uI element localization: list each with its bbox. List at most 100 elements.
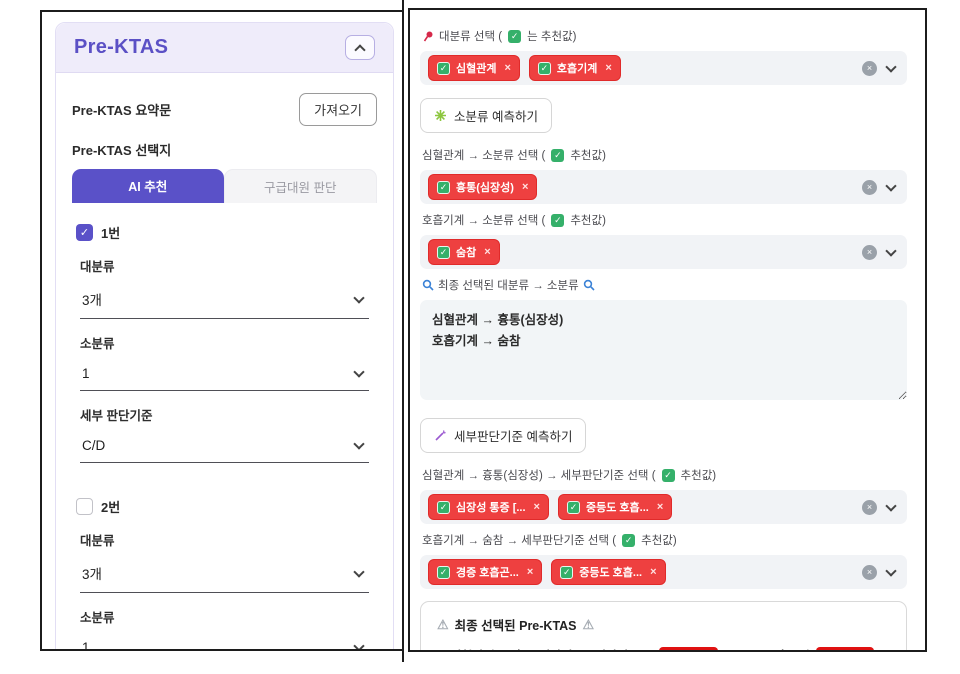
panel-divider <box>402 0 404 662</box>
remove-tag-icon[interactable]: × <box>650 566 657 578</box>
label-text: 최종 선택된 대분류 → 소분류 <box>438 280 579 292</box>
label-text: 심혈관계 → 흉통(심장성) → 세부판단기준 선택 ( <box>422 470 656 482</box>
button-label: 소분류 예측하기 <box>454 110 538 124</box>
label-text: 심혈관계 → 소분류 선택 ( <box>422 150 546 162</box>
field-label: 대분류 <box>80 260 115 274</box>
predict-subcategory-button[interactable]: 소분류 예측하기 <box>420 98 552 133</box>
major-select-label: 대분류 선택 ( ✓ 는 추천값) <box>422 28 905 44</box>
chevron-down-icon[interactable] <box>885 499 897 512</box>
pushpin-icon <box>422 30 435 43</box>
magnifier-icon <box>422 279 434 291</box>
warning-icon: ⚠ <box>582 616 595 632</box>
label-text: 추천값) <box>570 150 606 162</box>
chevron-down-icon <box>353 291 365 304</box>
final-selection-textarea[interactable]: 심혈관계 → 흉통(심장성) 호흡기계 → 숨참 <box>420 300 907 400</box>
pre-ktas-card: Pre-KTAS Pre-KTAS 요약문 가져오기 Pre-KTAS 선택지 … <box>55 22 394 649</box>
field-value: 3개 <box>82 293 102 308</box>
tag-label: 호흡기계 <box>556 63 598 75</box>
clear-all-icon[interactable]: × <box>862 179 877 195</box>
result-title: 최종 선택된 Pre-KTAS <box>454 619 577 633</box>
remove-tag-icon[interactable]: × <box>605 62 612 74</box>
chevron-down-icon[interactable] <box>885 60 897 73</box>
summary-label: Pre-KTAS 요약문 <box>72 103 172 118</box>
clear-all-icon[interactable]: × <box>862 60 877 76</box>
field-label: 대분류 <box>80 534 115 548</box>
remove-tag-icon[interactable]: × <box>526 566 534 578</box>
checkbox-checked-icon[interactable]: ✓ <box>76 224 93 241</box>
section2-checkbox-row: 2번 <box>76 497 373 516</box>
chevron-down-icon <box>353 366 365 378</box>
field-sub-1: 소분류 1 <box>80 333 369 391</box>
final-selection-label: 최종 선택된 대분류 → 소분류 <box>422 277 905 293</box>
check-icon: ✓ <box>508 29 522 43</box>
tab-bar: AI 추천 구급대원 판단 <box>72 169 377 203</box>
clear-all-icon[interactable]: × <box>862 564 877 580</box>
selected-tag[interactable]: ✓ 호흡기계 × <box>528 55 621 81</box>
chevron-down-icon[interactable] <box>885 179 897 192</box>
chevron-down-icon <box>353 438 365 450</box>
field-label: 세부 판단기준 <box>80 409 153 423</box>
selected-tag[interactable]: ✓ 심혈관계 × <box>428 55 520 81</box>
remove-tag-icon[interactable]: × <box>656 501 664 513</box>
tag-label: 중등도 호흡... <box>585 502 649 514</box>
remove-tag-icon[interactable]: × <box>521 181 529 193</box>
field-label: 소분류 <box>80 337 115 351</box>
line-number: 1. <box>437 649 447 650</box>
result-title-row: ⚠ 최종 선택된 Pre-KTAS ⚠ <box>437 615 890 634</box>
clear-all-icon[interactable]: × <box>862 499 877 515</box>
sub1-multiselect[interactable]: ✓ 흉통(심장성) × × <box>420 170 907 204</box>
pre-ktas-card-header: Pre-KTAS <box>56 23 393 73</box>
tab-paramedic-judgement[interactable]: 구급대원 판단 <box>223 169 377 203</box>
selected-tag[interactable]: ✓ 중등도 호흡... × <box>551 559 666 585</box>
level-badge: [Level 2] <box>815 647 875 650</box>
check-icon: ✓ <box>437 61 450 75</box>
detail-select-1[interactable]: C/D <box>80 428 369 463</box>
collapse-button[interactable] <box>345 35 375 60</box>
major-select-1[interactable]: 3개 <box>80 279 369 319</box>
separator: , <box>723 649 726 650</box>
final-pre-ktas-result-box: ⚠ 최종 선택된 Pre-KTAS ⚠ 1. 심혈관계 → 흉통(심장성) → … <box>420 601 907 650</box>
clear-all-icon[interactable]: × <box>862 244 877 260</box>
field-value: C/D <box>82 438 106 453</box>
major-multiselect[interactable]: ✓ 심혈관계 × ✓ 호흡기계 × × <box>420 51 907 85</box>
chevron-down-icon[interactable] <box>885 244 897 257</box>
choices-label: Pre-KTAS 선택지 <box>72 143 172 158</box>
check-icon: ✓ <box>437 245 450 259</box>
selected-tag[interactable]: ✓ 경증 호흡곤... × <box>428 559 543 585</box>
sparkle-icon <box>434 109 447 122</box>
sub-select-2[interactable]: 1 <box>80 630 369 649</box>
sub2-select-label: 호흡기계 → 소분류 선택 ( ✓ 추천값) <box>422 212 905 228</box>
selected-tag[interactable]: ✓ 숨참 × <box>428 239 500 265</box>
checkbox-unchecked-icon[interactable] <box>76 498 93 515</box>
selected-tag[interactable]: ✓ 심장성 통증 [... × <box>428 494 549 520</box>
check-icon: ✓ <box>551 213 565 227</box>
remove-tag-icon[interactable]: × <box>504 62 511 74</box>
label-text: 호흡기계 → 소분류 선택 ( <box>422 215 546 227</box>
check-icon: ✓ <box>622 533 636 547</box>
chevron-down-icon <box>353 565 365 578</box>
predict-detail-criteria-button[interactable]: 세부판단기준 예측하기 <box>420 418 587 453</box>
selected-tag[interactable]: ✓ 중등도 호흡... × <box>557 494 673 520</box>
detail1-multiselect[interactable]: ✓ 심장성 통증 [... × ✓ 중등도 호흡... × × <box>420 490 907 524</box>
chevron-down-icon[interactable] <box>885 564 897 577</box>
check-icon: ✓ <box>437 565 450 579</box>
remove-tag-icon[interactable]: × <box>533 501 540 513</box>
ai-prediction-panel: 대분류 선택 ( ✓ 는 추천값) ✓ 심혈관계 × ✓ 호흡기계 × × 소분… <box>408 8 927 652</box>
tab-ai-recommend[interactable]: AI 추천 <box>72 169 224 203</box>
sub1-select-label: 심혈관계 → 소분류 선택 ( ✓ 추천값) <box>422 147 905 163</box>
detail2-multiselect[interactable]: ✓ 경증 호흡곤... × ✓ 중등도 호흡... × × <box>420 555 907 589</box>
tab-content: ✓ 1번 대분류 3개 소분류 1 <box>70 203 379 649</box>
import-button[interactable]: 가져오기 <box>299 93 377 126</box>
chevron-up-icon <box>354 43 366 56</box>
sub2-multiselect[interactable]: ✓ 숨참 × × <box>420 235 907 269</box>
pre-ktas-card-body: Pre-KTAS 요약문 가져오기 Pre-KTAS 선택지 AI 추천 구급대… <box>56 73 393 649</box>
check-icon: ✓ <box>551 148 565 162</box>
field-detail-1: 세부 판단기준 C/D <box>80 405 369 463</box>
check-icon: ✓ <box>566 500 580 514</box>
sub-select-1[interactable]: 1 <box>80 356 369 391</box>
remove-tag-icon[interactable]: × <box>484 246 491 258</box>
major-select-2[interactable]: 3개 <box>80 553 369 593</box>
selected-tag[interactable]: ✓ 흉통(심장성) × <box>428 174 538 200</box>
label-text: 는 추천값) <box>527 31 577 43</box>
field-label: 소분류 <box>80 611 115 625</box>
